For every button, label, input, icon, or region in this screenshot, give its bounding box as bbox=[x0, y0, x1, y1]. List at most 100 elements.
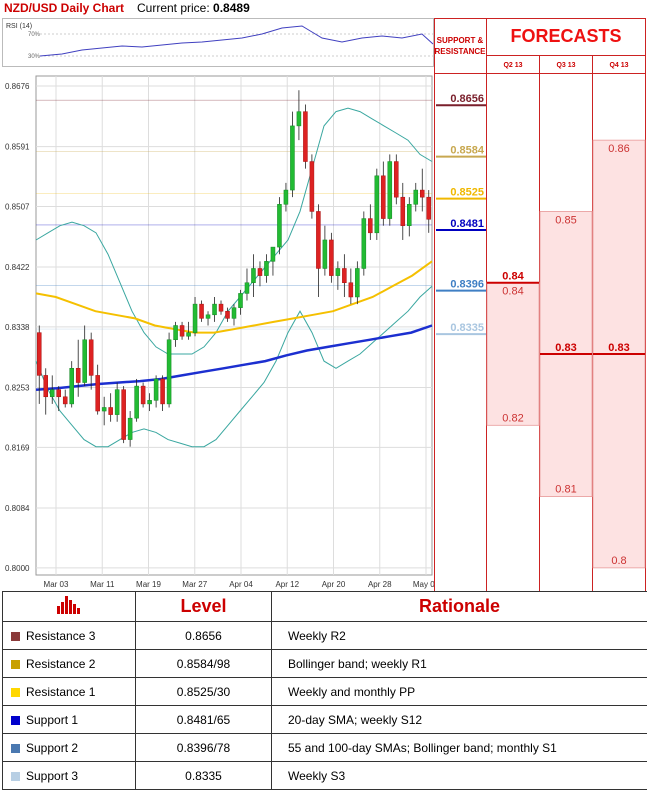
candle-body bbox=[387, 161, 393, 219]
candle-body bbox=[160, 378, 165, 405]
table-header-row: Level Rationale bbox=[2, 591, 647, 622]
levels-icon-cell bbox=[2, 591, 136, 622]
candle-body bbox=[140, 385, 146, 405]
y-tick-label: 0.8084 bbox=[5, 504, 30, 513]
rsi-level-70: 70% bbox=[28, 32, 41, 38]
level-swatch bbox=[11, 631, 20, 641]
candle-body bbox=[225, 310, 230, 319]
x-tick-label: May 06 bbox=[413, 580, 435, 589]
forecast-panel: SUPPORT & RESISTANCE FORECASTS Q2 13 Q3 … bbox=[434, 18, 646, 591]
candle-body bbox=[400, 196, 406, 226]
price-chart: 0.8676 0.8591 0.8507 0.8422 0.8338 0.8253 0.81… bbox=[5, 75, 435, 589]
candle-body bbox=[374, 175, 380, 234]
candle-body bbox=[108, 407, 113, 415]
rsi-label: RSI (14) bbox=[6, 23, 32, 30]
rationale-header: Rationale bbox=[271, 591, 647, 622]
candle-body bbox=[127, 417, 133, 440]
candle-body bbox=[381, 175, 386, 219]
level-name: Resistance 3 bbox=[26, 628, 96, 643]
x-tick-label: Mar 03 bbox=[44, 580, 69, 589]
level-swatch bbox=[11, 715, 20, 725]
support-resistance-label-line2: RESISTANCE bbox=[435, 47, 487, 56]
level-swatch bbox=[11, 687, 20, 697]
level-name: Support 1 bbox=[26, 712, 79, 727]
candle-body bbox=[62, 396, 68, 405]
candle-body bbox=[134, 385, 139, 419]
level-swatch bbox=[11, 659, 20, 669]
forecast-consensus-label: 0.83 bbox=[608, 342, 629, 354]
rsi-line bbox=[39, 25, 434, 57]
level-rationale: 20-day SMA; weekly S12 bbox=[271, 705, 647, 734]
candle-body bbox=[121, 389, 126, 440]
candle-body bbox=[348, 282, 354, 298]
level-value: 0.8481/65 bbox=[135, 705, 272, 734]
sr-level-label: 0.8584 bbox=[450, 145, 485, 157]
level-rationale: Weekly and monthly PP bbox=[271, 677, 647, 706]
y-tick-label: 0.8422 bbox=[5, 263, 30, 272]
candle-body bbox=[264, 261, 269, 276]
y-tick-label: 0.8676 bbox=[5, 82, 30, 91]
candle-body bbox=[186, 332, 191, 337]
forecast-consensus-label: 0.83 bbox=[555, 342, 576, 354]
x-tick-label: Apr 04 bbox=[229, 580, 253, 589]
sma-blue-line bbox=[35, 324, 433, 391]
y-tick-label: 0.8000 bbox=[5, 564, 30, 573]
candle-body bbox=[238, 293, 243, 308]
x-tick-label: Apr 28 bbox=[368, 580, 392, 589]
y-tick-label: 0.8169 bbox=[5, 443, 30, 452]
rsi-level-30: 30% bbox=[28, 54, 41, 60]
candle-body bbox=[173, 325, 178, 341]
x-tick-label: Mar 19 bbox=[136, 580, 161, 589]
current-price: Current price: 0.8489 bbox=[137, 1, 250, 15]
forecast-min-label: 0.8 bbox=[611, 555, 626, 567]
bollinger-lower-line bbox=[35, 285, 433, 448]
level-value: 0.8525/30 bbox=[135, 677, 272, 706]
level-name: Support 2 bbox=[26, 740, 79, 755]
forecast-min-label: 0.82 bbox=[502, 412, 523, 424]
level-value: 0.8335 bbox=[135, 761, 272, 790]
table-row: Resistance 1 0.8525/30 Weekly and monthl… bbox=[2, 677, 647, 706]
sr-level-label: 0.8396 bbox=[450, 279, 484, 291]
candle-body bbox=[179, 325, 185, 337]
sr-level-label: 0.8481 bbox=[450, 218, 484, 230]
candle-body bbox=[244, 282, 250, 294]
candle-body bbox=[270, 246, 276, 262]
candle-body bbox=[69, 368, 74, 405]
x-tick-label: Mar 11 bbox=[90, 580, 115, 589]
candle-body bbox=[303, 111, 308, 162]
level-value: 0.8656 bbox=[135, 621, 272, 650]
sr-level-label: 0.8656 bbox=[450, 93, 484, 105]
level-name: Support 3 bbox=[26, 768, 79, 783]
candle-body bbox=[231, 307, 237, 319]
candle-body bbox=[394, 161, 399, 198]
bollinger-upper-line bbox=[35, 107, 433, 355]
y-tick-label: 0.8591 bbox=[5, 143, 30, 152]
quarter-label-q3: Q3 13 bbox=[556, 62, 575, 69]
candle-body bbox=[277, 204, 282, 248]
forecast-consensus-label: 0.84 bbox=[502, 271, 524, 283]
level-value: 0.8584/98 bbox=[135, 649, 272, 678]
candle-body bbox=[75, 368, 81, 383]
candle-body bbox=[309, 161, 315, 212]
candle-body bbox=[114, 389, 120, 415]
level-header: Level bbox=[135, 591, 272, 622]
candle-body bbox=[49, 389, 55, 398]
forecast-range-bar bbox=[486, 282, 540, 426]
candle-body bbox=[166, 339, 172, 405]
candle-body bbox=[322, 239, 328, 269]
candle-body bbox=[335, 268, 341, 276]
forecasts-title: FORECASTS bbox=[510, 26, 621, 46]
levels-table: Level Rationale Resistance 3 0.8656 Week… bbox=[2, 591, 647, 790]
support-resistance-label-line1: SUPPORT & bbox=[437, 36, 484, 45]
candle-body bbox=[147, 400, 152, 405]
level-rationale: Weekly R2 bbox=[271, 621, 647, 650]
sr-level-label: 0.8525 bbox=[450, 187, 484, 199]
level-rationale: 55 and 100-day SMAs; Bollinger band; mon… bbox=[271, 733, 647, 762]
candle-body bbox=[407, 204, 412, 226]
forecast-max-label: 0.84 bbox=[502, 286, 523, 298]
quarter-label-q4: Q4 13 bbox=[609, 62, 628, 69]
table-row: Support 2 0.8396/78 55 and 100-day SMAs;… bbox=[2, 733, 647, 762]
candle-body bbox=[413, 189, 419, 205]
x-tick-label: Mar 27 bbox=[182, 580, 207, 589]
y-tick-label: 0.8253 bbox=[5, 384, 30, 393]
